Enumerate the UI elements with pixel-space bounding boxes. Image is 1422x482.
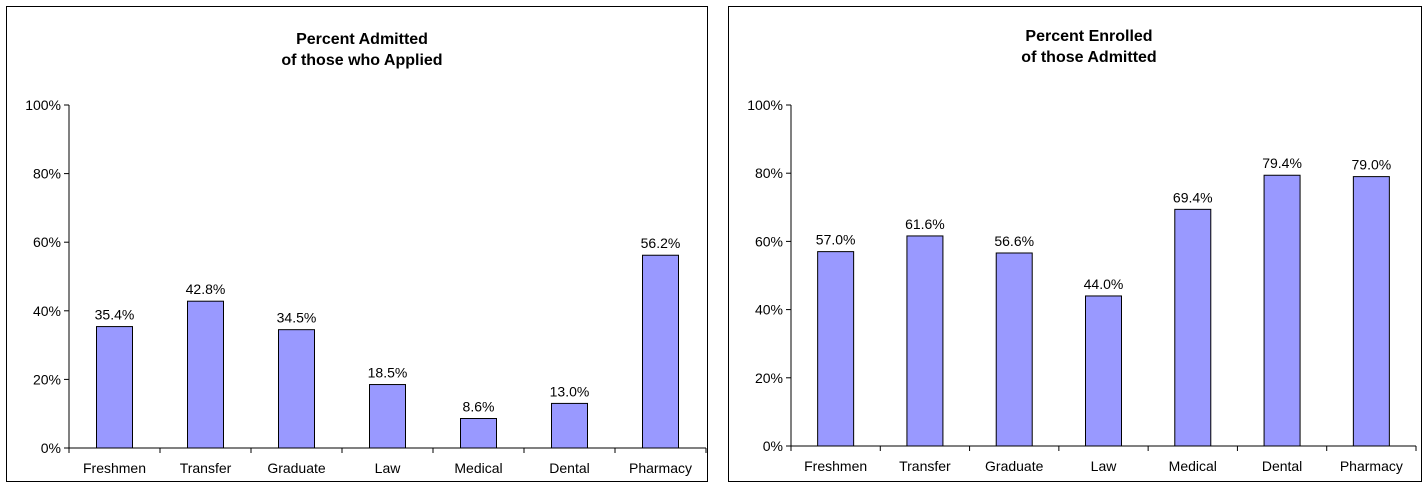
x-tick-label-law: Law [375, 460, 402, 476]
bar-medical [460, 418, 497, 449]
data-label-transfer: 42.8% [186, 281, 226, 297]
data-label-law: 44.0% [1084, 276, 1124, 292]
y-tick-label: 60% [33, 234, 61, 250]
bar-medical [1174, 208, 1212, 447]
data-label-medical: 69.4% [1173, 189, 1213, 205]
bar-transfer [187, 300, 224, 449]
y-tick-label: 60% [755, 233, 783, 249]
data-label-medical: 8.6% [463, 399, 495, 415]
chart-title-line-0: Percent Enrolled [1025, 28, 1152, 45]
x-tick-label-pharmacy: Pharmacy [1340, 458, 1403, 474]
enrolled-chart: Percent Enrolled of those Admitted 0% 20% 40… [747, 28, 1417, 474]
y-tick-label: 20% [33, 371, 61, 387]
y-tick-label: 0% [763, 438, 783, 454]
chart-title-line-0: Percent Admitted [296, 31, 428, 48]
y-tick-label: 100% [25, 97, 61, 113]
chart-title-line-1: of those who Applied [281, 52, 442, 69]
x-tick-label-graduate: Graduate [267, 460, 326, 476]
bar-freshmen [96, 326, 133, 449]
x-tick-label-medical: Medical [1169, 458, 1217, 474]
bar-pharmacy [642, 254, 679, 449]
data-label-pharmacy: 79.0% [1352, 157, 1392, 173]
admitted-chart-panel: Percent Admitted of those who Applied 0% 20… [6, 6, 708, 482]
bar-law [369, 384, 406, 449]
x-tick-label-medical: Medical [454, 460, 502, 476]
x-tick-label-freshmen: Freshmen [83, 460, 146, 476]
bar-freshmen [817, 251, 855, 447]
y-tick-label: 20% [755, 370, 783, 386]
y-tick-label: 80% [755, 165, 783, 181]
bar-graduate [995, 252, 1033, 447]
bar-dental [551, 402, 588, 449]
admitted-chart: Percent Admitted of those who Applied 0% 20… [25, 31, 707, 476]
data-label-graduate: 34.5% [277, 310, 317, 326]
bar-law [1085, 295, 1122, 447]
chart-title-line-1: of those Admitted [1021, 49, 1156, 66]
data-label-transfer: 61.6% [905, 216, 945, 232]
y-tick-label: 40% [755, 302, 783, 318]
data-label-law: 18.5% [368, 365, 408, 381]
y-tick-label: 100% [747, 97, 783, 113]
y-tick-label: 80% [33, 166, 61, 182]
y-tick-label: 0% [41, 440, 61, 456]
data-label-dental: 79.4% [1262, 155, 1302, 171]
data-label-freshmen: 57.0% [816, 232, 856, 248]
x-tick-label-transfer: Transfer [180, 460, 232, 476]
x-tick-label-dental: Dental [549, 460, 589, 476]
bar-pharmacy [1352, 176, 1390, 447]
x-tick-label-law: Law [1091, 458, 1118, 474]
bar-transfer [906, 235, 944, 447]
data-label-dental: 13.0% [550, 383, 590, 399]
x-tick-label-graduate: Graduate [985, 458, 1044, 474]
data-label-freshmen: 35.4% [95, 307, 135, 323]
x-tick-label-dental: Dental [1262, 458, 1302, 474]
data-label-graduate: 56.6% [994, 233, 1034, 249]
x-tick-label-freshmen: Freshmen [804, 458, 867, 474]
bar-dental [1263, 174, 1301, 447]
y-tick-label: 40% [33, 303, 61, 319]
bar-graduate [278, 329, 315, 449]
x-tick-label-pharmacy: Pharmacy [629, 460, 692, 476]
x-tick-label-transfer: Transfer [899, 458, 951, 474]
enrolled-chart-panel: Percent Enrolled of those Admitted 0% 20% 40… [728, 6, 1422, 482]
data-label-pharmacy: 56.2% [641, 235, 681, 251]
